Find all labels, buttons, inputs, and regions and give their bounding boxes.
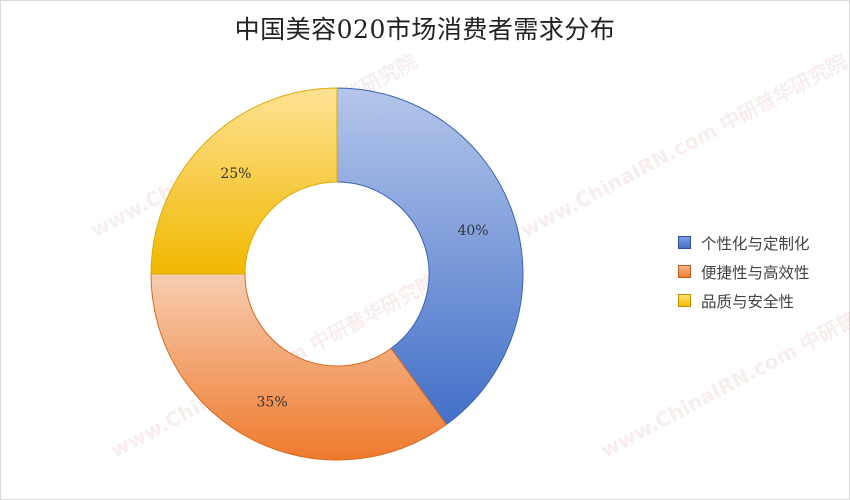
legend-swatch [678,294,691,307]
legend-swatch [678,236,691,249]
legend-item: 品质与安全性 [678,286,810,315]
donut-slice [336,87,524,426]
donut-slice [150,87,338,275]
data-label: 25% [220,166,251,182]
legend-label: 个性化与定制化 [701,234,810,253]
legend-item: 便捷性与高效性 [678,257,810,286]
chart-title: 中国美容020市场消费者需求分布 [234,15,616,44]
data-label: 35% [257,394,288,410]
donut-slice [150,273,448,461]
data-label: 40% [457,223,488,239]
legend-swatch [678,265,691,278]
legend-label: 品质与安全性 [701,292,795,311]
legend-item: 个性化与定制化 [678,228,810,257]
legend: 个性化与定制化 便捷性与高效性 品质与安全性 [678,228,810,315]
legend-label: 便捷性与高效性 [701,263,810,282]
